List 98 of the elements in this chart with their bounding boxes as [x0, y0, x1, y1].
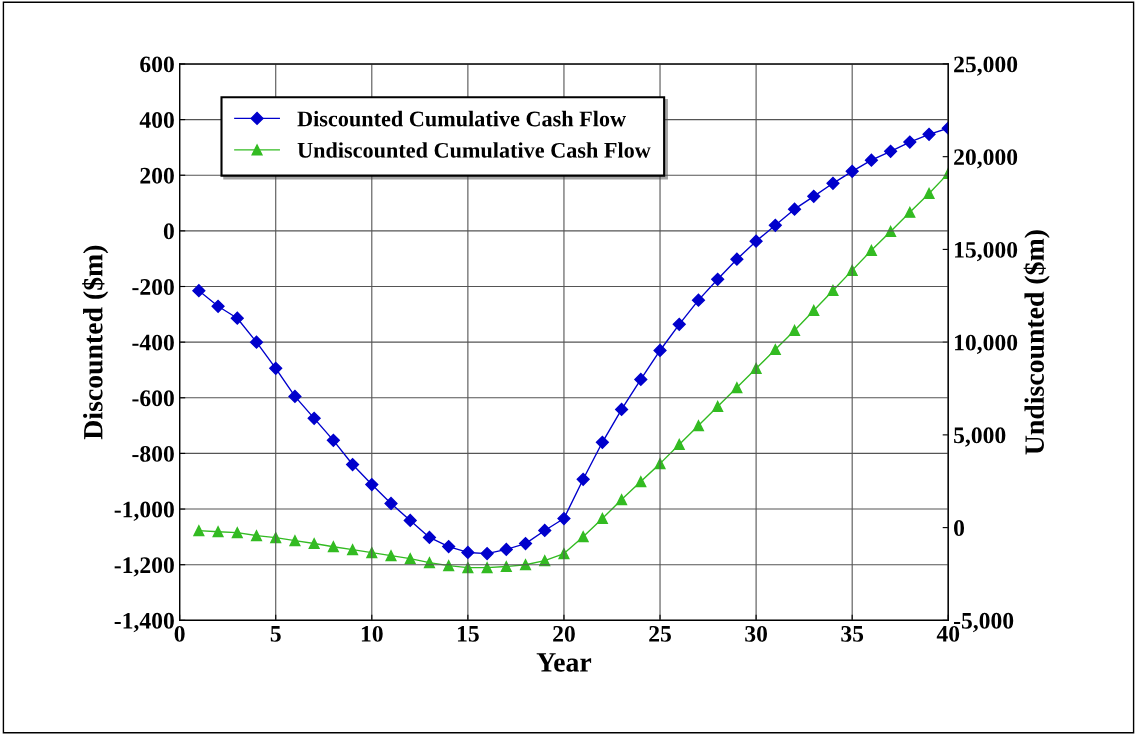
point [193, 525, 205, 537]
point [404, 553, 416, 565]
y-tick-label: -1,000 [114, 501, 174, 521]
y2-tick-label: 5,000 [954, 427, 1006, 447]
y-tick-label: 600 [140, 56, 174, 73]
y2-tick-label: 10,000 [955, 334, 1018, 354]
point [826, 176, 840, 190]
point [672, 317, 686, 331]
point [904, 206, 916, 218]
point [211, 299, 225, 313]
x-tick-label: 20 [553, 625, 575, 642]
point [289, 535, 301, 547]
point [922, 127, 936, 141]
point [422, 530, 437, 545]
point [576, 472, 590, 486]
point [712, 400, 724, 413]
point [807, 189, 821, 203]
point [384, 496, 398, 511]
point [845, 164, 859, 178]
x-tick-label: 5 [270, 626, 281, 642]
point [461, 545, 475, 560]
point [635, 476, 647, 488]
point [616, 494, 628, 506]
point [653, 343, 667, 358]
y2-tick-label: 0 [954, 520, 965, 537]
x-tick-label: 25 [649, 625, 671, 642]
y-tick-label: -400 [132, 334, 174, 351]
point [307, 411, 321, 425]
point [577, 531, 589, 543]
point [634, 372, 648, 387]
x-tick-label: 35 [841, 625, 864, 642]
point [269, 361, 283, 375]
point [768, 218, 782, 232]
y-tick-label: -600 [132, 390, 174, 407]
point [519, 559, 532, 571]
point [864, 153, 878, 167]
point [403, 513, 417, 528]
x-tick-label: 15 [457, 626, 479, 642]
point [865, 244, 877, 256]
x-tick-label: 10 [361, 625, 383, 642]
point [347, 544, 359, 556]
y-tick-label: -800 [132, 445, 174, 462]
y-tick-label: 200 [140, 167, 174, 184]
y-tick-label: 0 [163, 223, 174, 240]
point [423, 557, 436, 569]
point [711, 272, 725, 286]
point [673, 438, 685, 451]
point [327, 541, 339, 553]
y-axis-title: Discounted ($m) [82, 245, 109, 440]
y2-tick-label: 25,000 [954, 56, 1018, 76]
x-tick-label: 0 [174, 625, 185, 642]
point [884, 144, 898, 158]
point [365, 477, 379, 492]
y2-tick-label: 15,000 [955, 241, 1018, 262]
point [345, 457, 360, 472]
point [749, 234, 763, 248]
point [288, 389, 302, 403]
point [212, 526, 224, 538]
point [481, 562, 493, 574]
point [557, 511, 571, 526]
point [808, 304, 820, 316]
point [691, 293, 706, 307]
point [308, 538, 320, 550]
point [192, 284, 206, 298]
point [231, 527, 243, 539]
x-axis-title: Year [536, 653, 592, 672]
point [788, 324, 801, 337]
point [249, 335, 264, 349]
point [250, 530, 263, 542]
point [385, 550, 397, 562]
point [442, 540, 456, 554]
point [787, 202, 802, 216]
point [230, 311, 244, 325]
point [827, 284, 839, 296]
y-tick-label: 400 [139, 112, 174, 129]
x-tick-label: 30 [745, 625, 768, 642]
point [730, 252, 744, 266]
point [903, 135, 917, 149]
point [596, 512, 608, 525]
point [595, 435, 609, 449]
point [692, 420, 705, 432]
point [769, 344, 781, 356]
y-tick-label: -1,200 [114, 557, 174, 577]
legend-label: Discounted Cumulative Cash Flow [297, 110, 626, 127]
point [615, 402, 629, 417]
y2-axis-title: Undiscounted ($m) [1023, 230, 1050, 455]
point [500, 560, 512, 573]
point [499, 542, 513, 556]
y-tick-label: -200 [132, 278, 174, 295]
point [923, 187, 935, 199]
point [480, 546, 494, 561]
y-tick-label: -1,400 [114, 612, 174, 633]
legend-label: Undiscounted Cumulative Cash Flow [297, 142, 651, 158]
y2-tick-label: 20,000 [954, 149, 1018, 169]
point [518, 536, 533, 551]
point [538, 523, 552, 538]
point [731, 382, 743, 394]
point [326, 433, 340, 447]
